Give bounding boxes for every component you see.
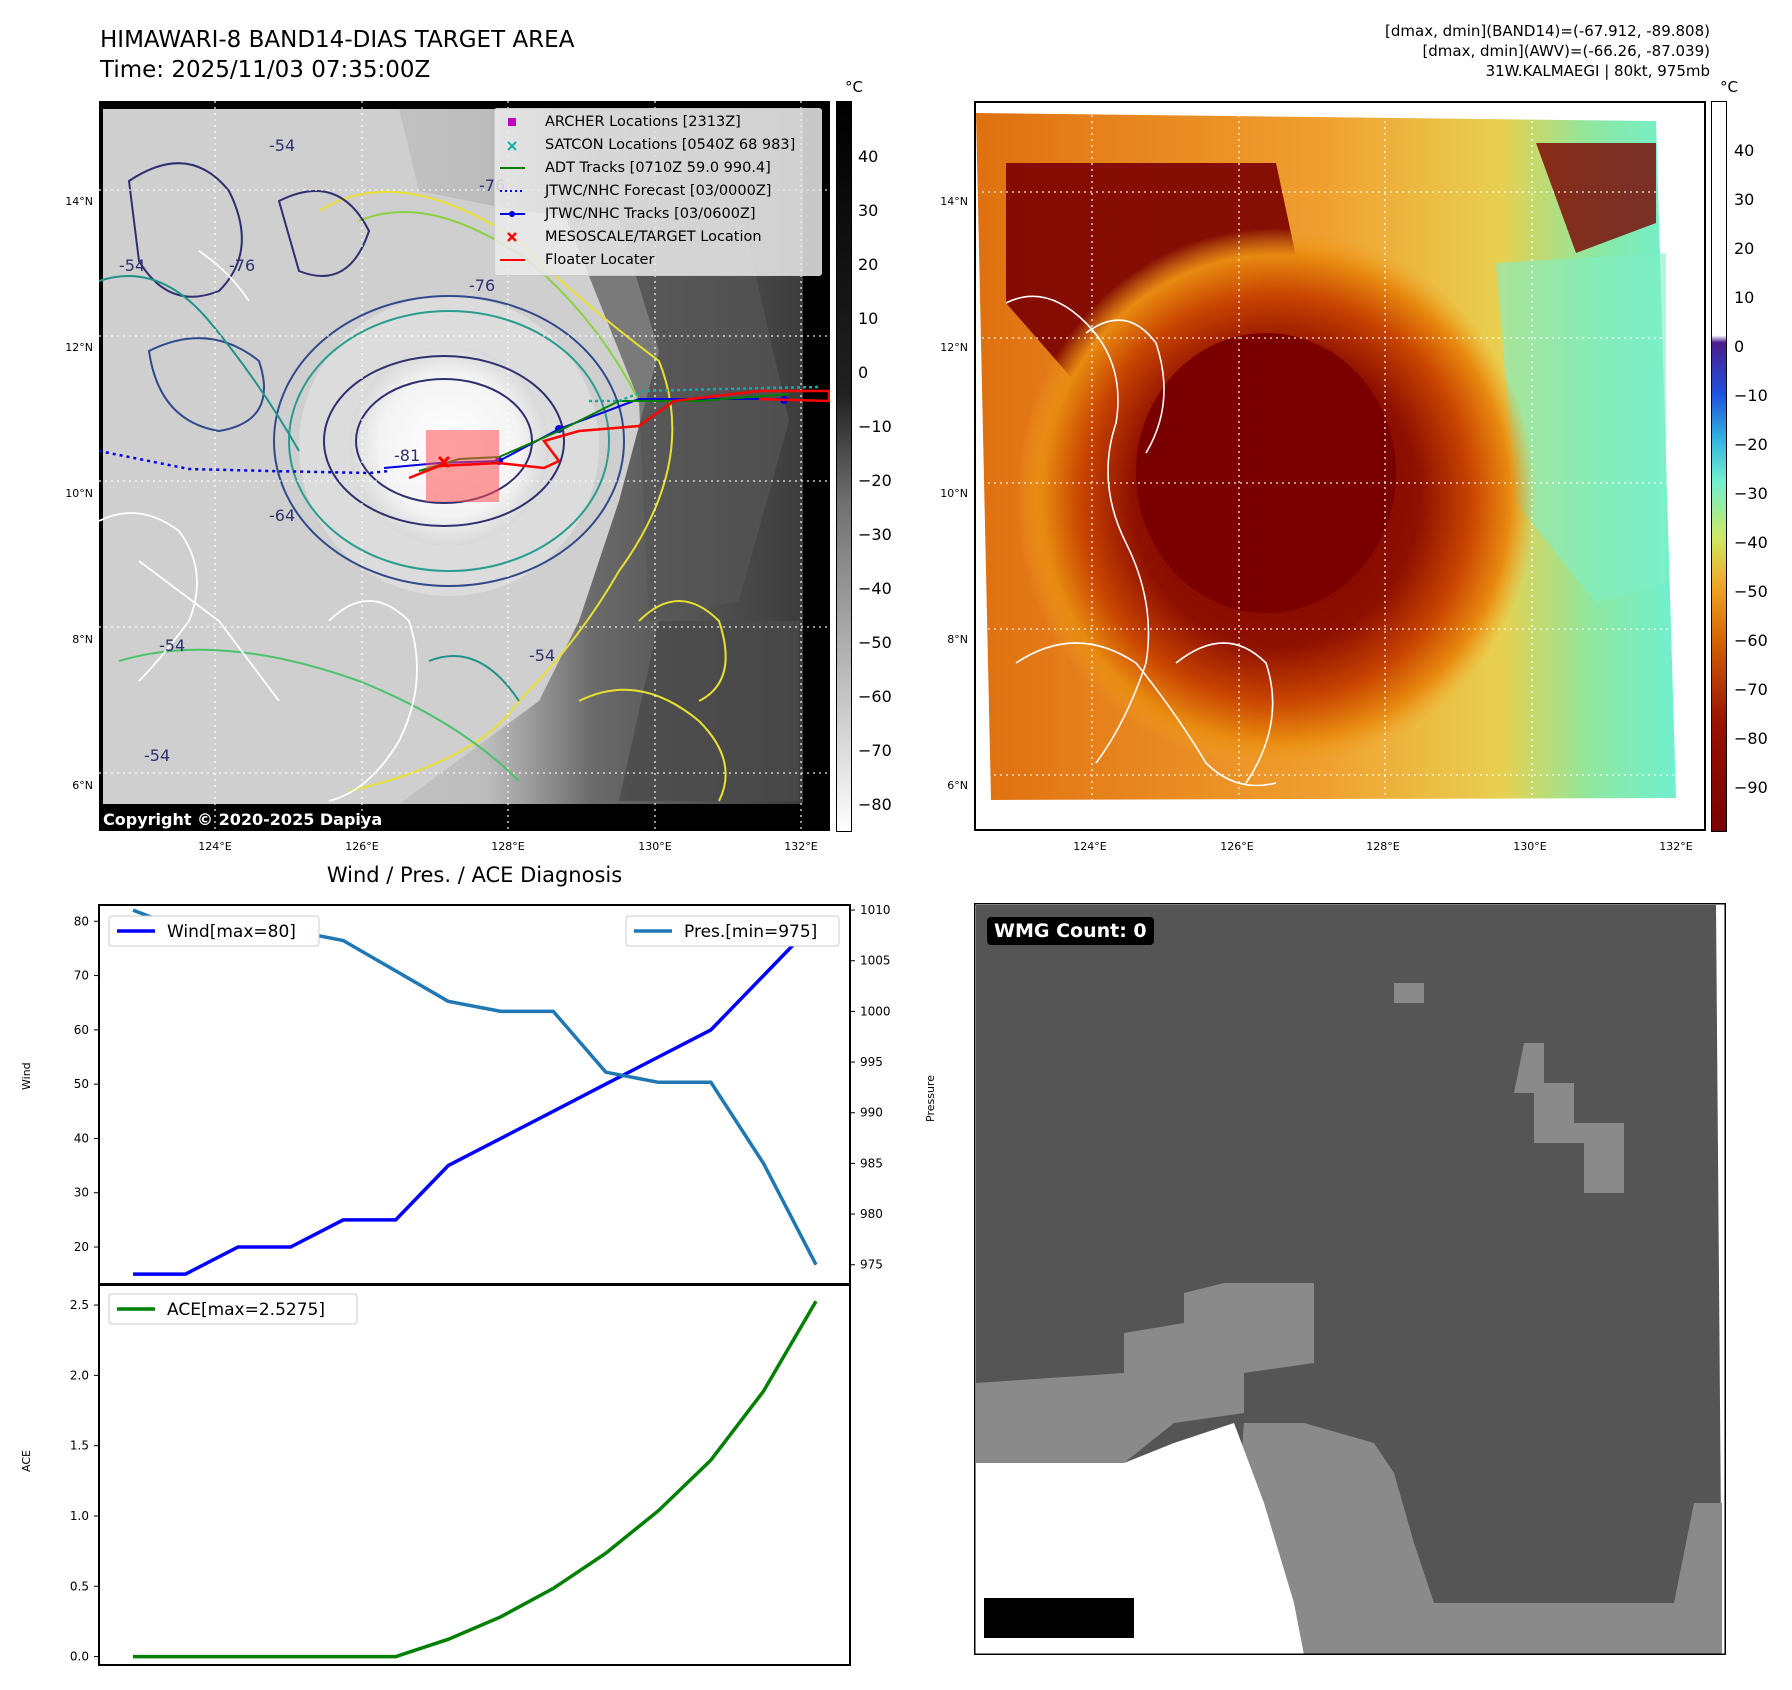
copyright-text: Copyright © 2020-2025 Dapiya [103,810,382,829]
wmg-panel [974,903,1726,1655]
left-colorbar [836,101,852,832]
legend-satcon: SATCON Locations [0540Z 68 983] [545,137,796,153]
wind-legend-label: Wind[max=80] [167,922,296,942]
left-map-legend: ARCHER Locations [2313Z] SATCON Location… [494,108,822,276]
contour-label: -54 [529,646,555,665]
lat-label: 14°N [940,195,968,208]
ace-chart: 0.0 0.5 1.0 1.5 2.0 2.5 ACE[max=2.5275] [70,1283,851,1666]
floater-locator [408,389,830,480]
contour-label: -81 [394,446,420,465]
lat-label: 12°N [940,341,968,354]
figure-title: HIMAWARI-8 BAND14-DIAS TARGET AREA [100,27,575,53]
pressure-axis-label: Pressure [924,1075,937,1122]
series-line [133,920,818,1276]
ace-axis-label: ACE [20,1450,33,1472]
contour-label: -54 [159,636,185,655]
y-right-tick-label: 985 [860,1156,883,1170]
legend-adt: ADT Tracks [0710Z 59.0 990.4] [545,160,771,176]
y-tick-label: 40 [74,1131,89,1145]
contour-label: -54 [269,136,295,155]
pressure-legend-label: Pres.[min=975] [684,922,817,942]
ace-plot-frame [98,1283,851,1666]
legend-floater: Floater Locater [545,252,655,268]
lon-label: 124°E [198,840,232,853]
y-right-tick-label: 1000 [860,1004,891,1018]
lat-label: 10°N [65,487,93,500]
wind-pressure-chart: 20 30 40 50 60 70 80 975 980 985 990 995 1000 1005 101… [74,903,891,1286]
lat-label: 8°N [947,633,968,646]
y-tick-label: 20 [74,1240,89,1254]
contour-label: -76 [229,256,255,275]
y-tick-label: 80 [74,914,89,928]
mesoscale-target-marker [437,455,451,469]
left-colorbar-unit: °C [845,78,863,96]
figure-time: Time: 2025/11/03 07:35:00Z [100,57,431,83]
lon-label: 130°E [638,840,672,853]
y-tick-label: 60 [74,1023,89,1037]
lat-label: 12°N [65,341,93,354]
satcon-track [589,385,820,403]
lat-label: 14°N [65,195,93,208]
y-right-tick-label: 975 [860,1258,883,1272]
ace-legend-label: ACE[max=2.5275] [167,1300,325,1320]
y-tick-label: 0.5 [70,1579,89,1593]
y-tick-label: 2.0 [70,1368,89,1382]
lon-label: 128°E [1366,840,1400,853]
y-right-tick-label: 1010 [860,903,891,917]
y-tick-label: 30 [74,1186,89,1200]
series-line [132,908,818,1266]
y-tick-label: 0.0 [70,1650,89,1664]
lat-label: 8°N [72,633,93,646]
legend-archer: ARCHER Locations [2313Z] [545,114,741,130]
ace-legend-box [108,1293,358,1325]
legend-jtwc-tracks: JTWC/NHC Tracks [03/0600Z] [545,206,756,222]
y-tick-label: 1.0 [70,1509,89,1523]
y-right-tick-label: 1005 [860,954,891,968]
lon-label: 126°E [345,840,379,853]
lon-label: 124°E [1073,840,1107,853]
wind-plot-frame [98,904,851,1286]
awv-minmax: [dmax, dmin](AWV)=(-66.26, -87.039) [1422,42,1710,60]
lon-label: 128°E [491,840,525,853]
legend-jtwc-forecast: JTWC/NHC Forecast [03/0000Z] [545,183,772,199]
y-tick-label: 50 [74,1077,89,1091]
wind-legend-box [108,915,320,947]
lon-label: 126°E [1220,840,1254,853]
y-tick-label: 70 [74,969,89,983]
lat-label: 10°N [940,487,968,500]
storm-info: 31W.KALMAEGI | 80kt, 975mb [1485,62,1710,80]
contour-label: -54 [119,256,145,275]
right-colorbar-unit: °C [1720,78,1738,96]
pressure-legend-box [625,915,840,947]
lon-label: 130°E [1513,840,1547,853]
series-line [133,1300,818,1659]
y-right-tick-label: 990 [860,1106,883,1120]
y-tick-label: 1.5 [70,1439,89,1453]
band14-minmax: [dmax, dmin](BAND14)=(-67.912, -89.808) [1385,22,1710,40]
lat-label: 6°N [947,779,968,792]
lon-label: 132°E [1659,840,1693,853]
y-tick-label: 2.5 [70,1298,89,1312]
legend-target: MESOSCALE/TARGET Location [545,229,762,245]
lat-label: 6°N [72,779,93,792]
y-right-tick-label: 995 [860,1055,883,1069]
right-awv-map [974,101,1706,831]
right-colorbar [1711,101,1727,832]
lon-label: 132°E [784,840,818,853]
diagnosis-title: Wind / Pres. / ACE Diagnosis [326,863,623,887]
contour-label: -76 [469,276,495,295]
wind-axis-label: Wind [20,1062,33,1090]
wmg-count-badge: WMG Count: 0 [987,917,1154,945]
contour-label: -54 [144,746,170,765]
contour-label: -64 [269,506,295,525]
y-right-tick-label: 980 [860,1207,883,1221]
